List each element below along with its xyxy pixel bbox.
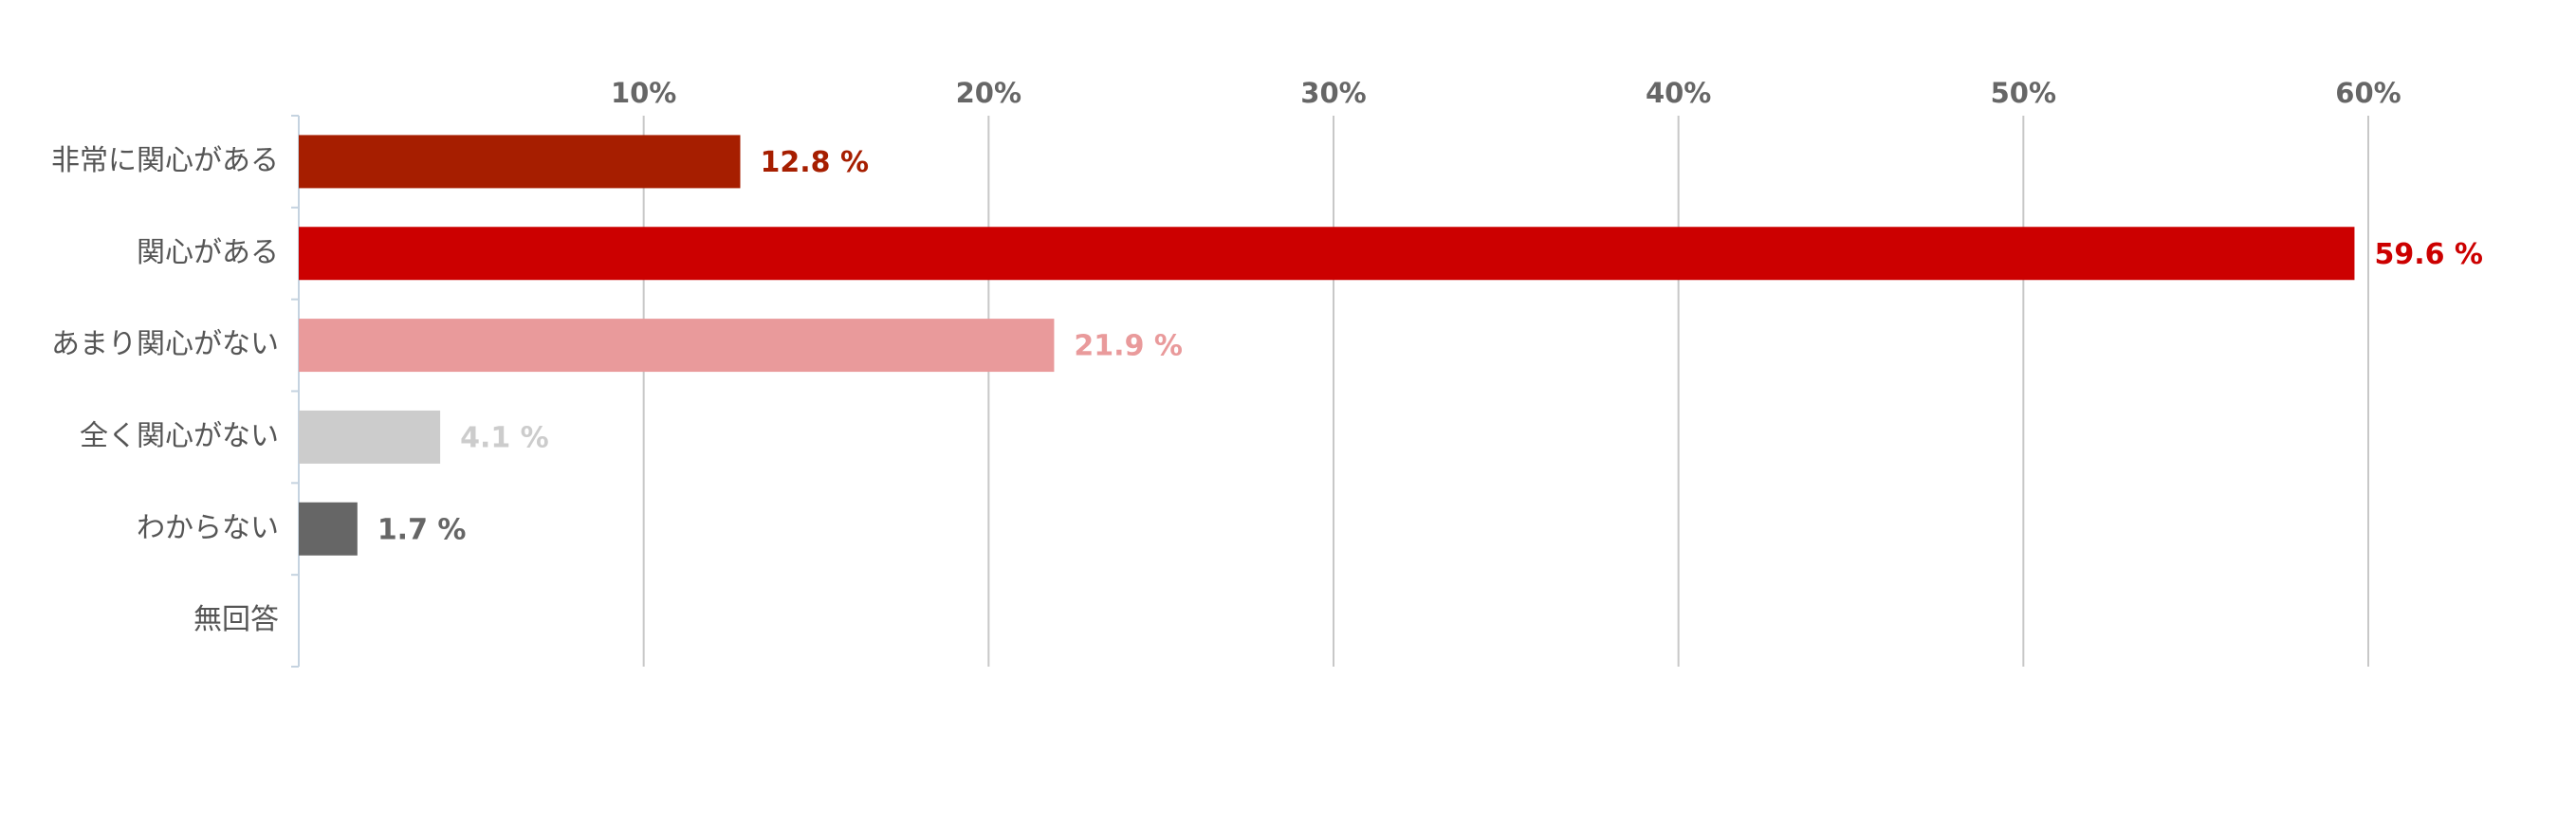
x-tick-label: 30% xyxy=(1300,77,1366,109)
bar xyxy=(299,227,2355,281)
y-tick-label: 無回答 xyxy=(193,603,279,636)
bar xyxy=(299,502,358,556)
x-tick-label: 20% xyxy=(956,77,1021,109)
y-tick-label: わからない xyxy=(137,511,279,544)
bar xyxy=(299,410,441,464)
x-tick-label: 40% xyxy=(1646,77,1711,109)
value-label: 21.9 % xyxy=(1074,330,1183,363)
y-tick-label: あまり関心がない xyxy=(51,328,279,361)
y-tick-label: 関心がある xyxy=(137,236,279,269)
y-tick-label: 非常に関心がある xyxy=(51,144,279,177)
value-label: 12.8 % xyxy=(760,146,869,179)
bar xyxy=(299,319,1055,373)
value-label: 1.7 % xyxy=(377,513,467,546)
x-tick-label: 60% xyxy=(2335,77,2401,109)
y-tick-label: 全く関心がない xyxy=(80,419,279,452)
value-label: 59.6 % xyxy=(2374,238,2483,271)
x-tick-label: 10% xyxy=(611,77,676,109)
bar xyxy=(299,135,741,189)
x-tick-label: 50% xyxy=(1991,77,2056,109)
value-label: 4.1 % xyxy=(460,421,549,454)
